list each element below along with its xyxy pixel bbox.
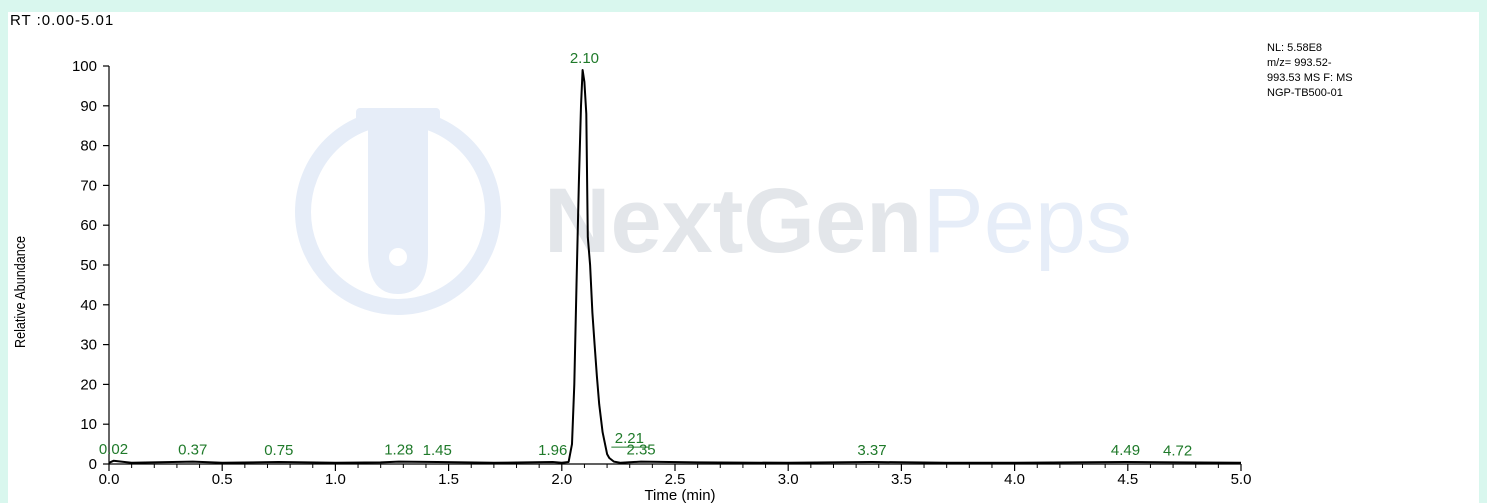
info-line-sample: NGP-TB500-01 xyxy=(1267,87,1343,99)
y-tick-label: 0 xyxy=(89,456,97,473)
peak-labels: 0.02 0.37 0.75 1.28 1.45 1.96 2.10 2.212.35 3.37… xyxy=(99,50,1192,459)
test-tube-icon xyxy=(295,108,501,315)
y-tick-label: 50 xyxy=(80,257,97,274)
info-box: NL: 5.58E8 m/z= 993.52- 993.53 MS F: MS … xyxy=(1267,42,1353,99)
x-tick-label: 2.0 xyxy=(551,471,572,488)
peak-label: 2.35 xyxy=(626,442,655,459)
y-tick-label: 90 xyxy=(80,98,97,115)
peak-label: 4.72 xyxy=(1163,442,1192,459)
peak-label: 2.21 xyxy=(615,430,644,447)
info-line-scan: 993.53 MS F: MS xyxy=(1267,72,1353,84)
x-tick-label: 2.5 xyxy=(665,471,686,488)
peak-label: 1.28 xyxy=(384,442,413,459)
x-tick-label: 4.0 xyxy=(1004,471,1025,488)
y-tick-label: 40 xyxy=(80,297,97,314)
info-line-nl: NL: 5.58E8 xyxy=(1267,42,1322,54)
x-minor-ticks xyxy=(131,464,1219,468)
y-tick-label: 70 xyxy=(80,177,97,194)
y-tick-label: 10 xyxy=(80,416,97,433)
x-tick-label: 3.5 xyxy=(891,471,912,488)
watermark-brand: NextGenPeps xyxy=(544,170,1132,272)
peak-label: 0.02 xyxy=(99,441,128,458)
watermark-brand-light: Peps xyxy=(922,170,1132,272)
peak-label: 2.10 xyxy=(570,50,599,67)
x-tick-label: 3.0 xyxy=(778,471,799,488)
peak-label: 1.45 xyxy=(423,442,452,459)
peak-label: 3.37 xyxy=(857,442,886,459)
watermark: NextGenPeps xyxy=(295,108,1132,315)
x-tick-label: 5.0 xyxy=(1231,471,1252,488)
peak-label: 0.75 xyxy=(264,442,293,459)
watermark-brand-bold: NextGen xyxy=(544,170,922,272)
chromatogram-chart: NextGenPeps RT :0.00-5.01 NL: 5.58E8 m/z… xyxy=(10,12,1353,503)
x-tick-label: 4.5 xyxy=(1117,471,1138,488)
x-tick-label: 0.0 xyxy=(99,471,120,488)
x-ticks: 0.0 0.5 1.0 1.5 2.0 2.5 3.0 3.5 4.0 4.5 5.0 xyxy=(99,464,1252,488)
chromatogram-panel: NextGenPeps RT :0.00-5.01 NL: 5.58E8 m/z… xyxy=(8,12,1479,503)
x-tick-label: 0.5 xyxy=(212,471,233,488)
y-tick-label: 20 xyxy=(80,376,97,393)
x-tick-label: 1.0 xyxy=(325,471,346,488)
y-axis-title: Relative Abundance xyxy=(12,236,29,348)
y-tick-label: 30 xyxy=(80,337,97,354)
y-ticks: 0 10 20 30 40 50 60 70 80 90 100 xyxy=(72,58,109,473)
info-line-mz: m/z= 993.52- xyxy=(1267,57,1332,69)
x-tick-label: 1.5 xyxy=(438,471,459,488)
peak-label: 1.96 xyxy=(538,442,567,459)
x-axis-title: Time (min) xyxy=(644,487,715,503)
traces xyxy=(108,69,1242,464)
peak-label: 4.49 xyxy=(1111,442,1140,459)
rt-range-label: RT :0.00-5.01 xyxy=(10,12,114,29)
y-tick-label: 100 xyxy=(72,58,97,75)
y-tick-label: 60 xyxy=(80,217,97,234)
series-line xyxy=(108,69,1242,464)
y-tick-label: 80 xyxy=(80,138,97,155)
peak-label: 0.37 xyxy=(178,442,207,459)
